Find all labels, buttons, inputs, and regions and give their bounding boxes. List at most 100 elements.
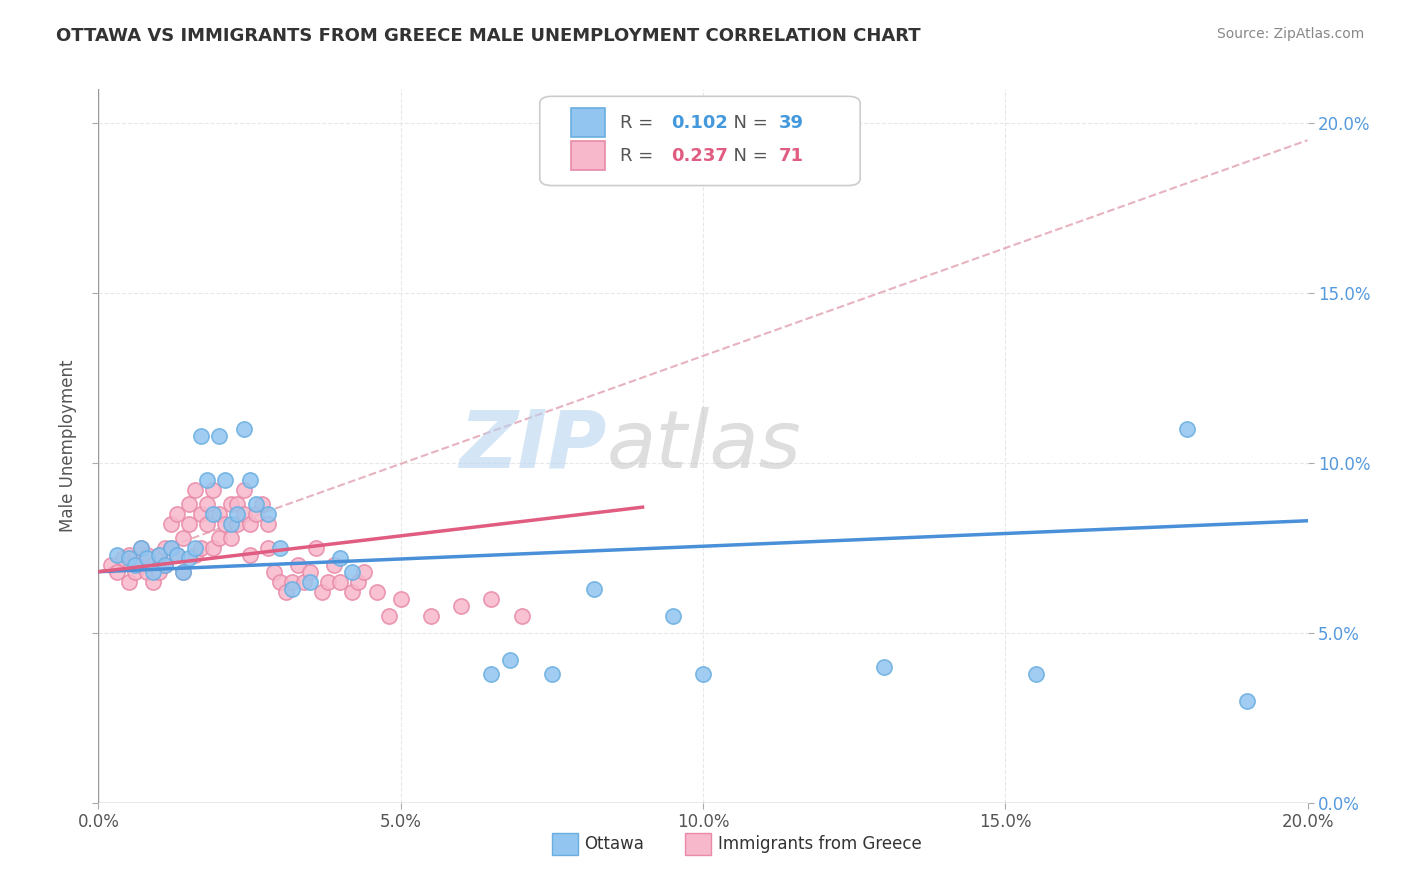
Point <box>311 585 333 599</box>
Point <box>389 591 412 606</box>
Point <box>118 548 141 562</box>
Text: Source: ZipAtlas.com: Source: ZipAtlas.com <box>1216 27 1364 41</box>
Point <box>179 517 201 532</box>
Point <box>142 565 165 579</box>
Point <box>142 558 165 572</box>
Point <box>166 548 188 562</box>
Point <box>481 591 503 606</box>
Text: ZIP: ZIP <box>458 407 606 485</box>
Point <box>481 666 503 681</box>
Point <box>172 531 194 545</box>
Point <box>208 531 231 545</box>
Point <box>135 548 157 562</box>
Point <box>124 551 146 566</box>
Point <box>214 517 236 532</box>
Point <box>692 666 714 681</box>
Point <box>232 483 254 498</box>
Point <box>100 558 122 572</box>
Point <box>195 473 218 487</box>
Point <box>179 551 201 566</box>
Point <box>366 585 388 599</box>
Point <box>153 541 176 555</box>
Point <box>510 608 533 623</box>
Point <box>202 507 225 521</box>
Point <box>269 541 291 555</box>
Point <box>226 497 249 511</box>
Point <box>498 653 520 667</box>
Point <box>292 574 315 589</box>
Point <box>172 565 194 579</box>
Point <box>202 483 225 498</box>
Text: R =: R = <box>620 114 658 132</box>
Point <box>256 507 278 521</box>
Text: atlas: atlas <box>606 407 801 485</box>
Point <box>342 585 364 599</box>
Point <box>148 548 170 562</box>
Point <box>166 507 188 521</box>
Point <box>214 473 236 487</box>
Point <box>184 548 207 562</box>
Point <box>245 497 267 511</box>
Point <box>377 608 399 623</box>
Point <box>299 565 322 579</box>
Point <box>208 507 231 521</box>
FancyBboxPatch shape <box>551 833 578 855</box>
Point <box>305 541 328 555</box>
Point <box>148 548 170 562</box>
Point <box>195 497 218 511</box>
Point <box>245 507 267 521</box>
Text: 39: 39 <box>779 114 804 132</box>
Point <box>250 497 273 511</box>
Point <box>873 660 896 674</box>
Point <box>347 574 370 589</box>
Point <box>221 531 243 545</box>
Point <box>226 507 249 521</box>
Point <box>179 497 201 511</box>
Point <box>1024 666 1046 681</box>
Point <box>239 517 262 532</box>
Point <box>256 541 278 555</box>
Point <box>232 507 254 521</box>
Text: OTTAWA VS IMMIGRANTS FROM GREECE MALE UNEMPLOYMENT CORRELATION CHART: OTTAWA VS IMMIGRANTS FROM GREECE MALE UN… <box>56 27 921 45</box>
Point <box>184 483 207 498</box>
Text: N =: N = <box>723 114 773 132</box>
Point <box>105 565 128 579</box>
Point <box>195 517 218 532</box>
Point <box>256 517 278 532</box>
Point <box>450 599 472 613</box>
Point <box>202 541 225 555</box>
Point <box>129 541 152 555</box>
Point <box>135 565 157 579</box>
Point <box>124 558 146 572</box>
Point <box>142 574 165 589</box>
Point <box>540 666 562 681</box>
Text: 71: 71 <box>779 146 804 164</box>
Text: 0.237: 0.237 <box>672 146 728 164</box>
Point <box>124 565 146 579</box>
Point <box>160 517 183 532</box>
Point <box>153 558 176 572</box>
Text: R =: R = <box>620 146 658 164</box>
Point <box>105 548 128 562</box>
Point <box>1175 422 1198 436</box>
FancyBboxPatch shape <box>571 109 605 137</box>
Point <box>190 429 212 443</box>
Point <box>239 548 262 562</box>
Point <box>160 541 183 555</box>
Text: Ottawa: Ottawa <box>585 835 644 853</box>
Point <box>160 541 183 555</box>
Point <box>208 429 231 443</box>
Point <box>129 541 152 555</box>
Point <box>166 548 188 562</box>
Point <box>329 574 352 589</box>
Text: Immigrants from Greece: Immigrants from Greece <box>717 835 921 853</box>
Point <box>226 517 249 532</box>
Point <box>232 422 254 436</box>
Point <box>172 565 194 579</box>
Point <box>342 565 364 579</box>
Point <box>129 558 152 572</box>
Point <box>239 473 262 487</box>
Point <box>148 565 170 579</box>
Point <box>135 551 157 566</box>
Point <box>353 565 375 579</box>
